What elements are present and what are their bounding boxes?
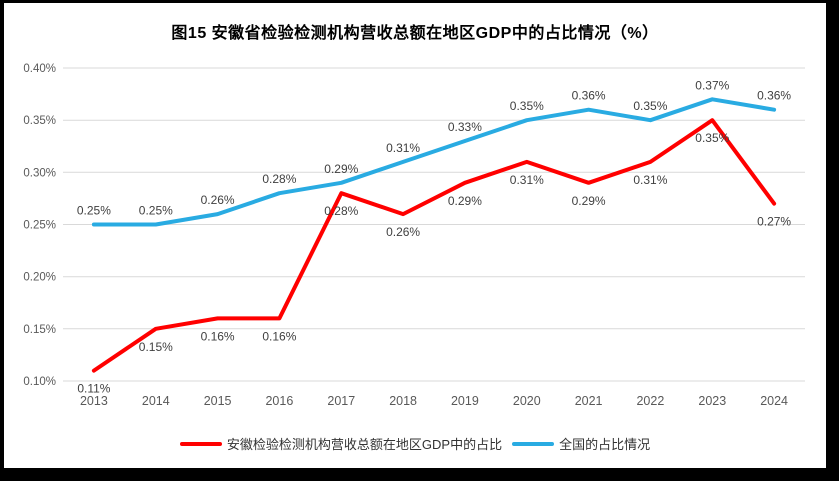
data-label-anhui: 0.28% (324, 204, 358, 218)
data-label-national: 0.35% (510, 99, 544, 113)
y-tick-label: 0.10% (23, 376, 56, 388)
data-label-anhui: 0.35% (695, 131, 729, 145)
data-label-national: 0.26% (201, 193, 235, 207)
x-tick-label: 2020 (513, 394, 541, 408)
data-label-anhui: 0.26% (386, 225, 420, 239)
legend-item-national: 全国的占比情况 (512, 434, 650, 453)
data-label-anhui: 0.31% (510, 173, 544, 187)
data-label-anhui: 0.16% (201, 329, 235, 343)
data-label-anhui: 0.16% (262, 329, 296, 343)
series-line-anhui (91, 118, 777, 373)
data-label-national: 0.36% (757, 89, 791, 103)
data-label-anhui: 0.15% (139, 340, 173, 354)
chart-title: 图15 安徽省检验检测机构营收总额在地区GDP中的占比情况（%） (171, 25, 659, 42)
y-tick-label: 0.35% (23, 115, 56, 127)
y-tick-label: 0.30% (23, 167, 56, 179)
legend-label-anhui: 安徽检验检测机构营收总额在地区GDP中的占比 (226, 437, 503, 452)
data-label-national: 0.29% (324, 162, 358, 176)
data-label-anhui: 0.29% (448, 194, 482, 208)
x-tick-label: 2019 (451, 394, 479, 408)
x-tick-label: 2013 (80, 394, 108, 408)
y-tick-label: 0.25% (23, 220, 56, 232)
legend-swatch-anhui-red-line-icon (179, 441, 222, 446)
data-label-anhui: 0.27% (757, 215, 791, 229)
x-tick-label: 2022 (636, 394, 664, 408)
y-tick-label: 0.40% (23, 63, 56, 75)
data-label-anhui: 0.31% (633, 173, 667, 187)
y-tick-label: 0.15% (23, 324, 56, 336)
data-label-national: 0.33% (448, 120, 482, 134)
data-label-national: 0.35% (633, 99, 667, 113)
data-label-national: 0.25% (77, 204, 111, 218)
data-label-national: 0.28% (262, 172, 296, 186)
series-line-national (91, 97, 777, 227)
data-label-national: 0.36% (572, 89, 606, 103)
data-label-anhui: 0.29% (572, 194, 606, 208)
x-tick-label: 2023 (698, 394, 726, 408)
x-tick-label: 2024 (760, 394, 788, 408)
legend: 安徽检验检测机构营收总额在地区GDP中的占比 全国的占比情况 (4, 434, 826, 453)
legend-swatch-national-blue-line-icon (512, 441, 555, 446)
x-tick-label: 2017 (327, 394, 355, 408)
x-tick-label: 2014 (142, 394, 170, 408)
data-label-national: 0.25% (139, 204, 173, 218)
x-tick-label: 2016 (265, 394, 293, 408)
data-label-anhui: 0.11% (77, 382, 110, 396)
legend-label-national: 全国的占比情况 (559, 437, 651, 452)
data-label-national: 0.37% (695, 78, 729, 92)
legend-item-anhui: 安徽检验检测机构营收总额在地区GDP中的占比 (179, 434, 503, 453)
x-tick-label: 2015 (204, 394, 232, 408)
x-tick-label: 2018 (389, 394, 417, 408)
data-label-national: 0.31% (386, 141, 420, 155)
y-tick-label: 0.20% (23, 272, 56, 284)
plot-area: 0.10% 0.15% 0.20% 0.25% 0.30% 0.35% 0.40% 2013 2… (23, 63, 805, 408)
x-tick-label: 2021 (575, 394, 603, 408)
